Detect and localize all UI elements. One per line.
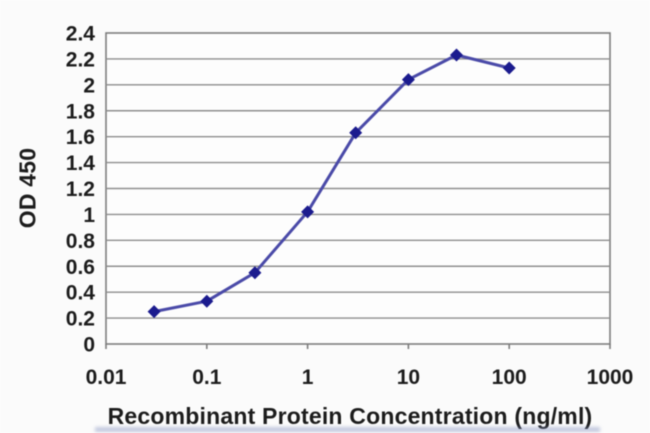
y-tick-label: 1.4 bbox=[66, 152, 96, 175]
y-tick-label: 0.6 bbox=[66, 256, 95, 279]
data-point-marker bbox=[349, 126, 363, 140]
y-tick-label: 2.4 bbox=[66, 23, 96, 46]
y-tick-label: 2 bbox=[83, 74, 95, 97]
data-point-marker bbox=[401, 73, 415, 87]
data-point-marker bbox=[449, 48, 463, 62]
x-tick-label: 100 bbox=[492, 366, 527, 389]
y-axis-title: OD 450 bbox=[14, 147, 41, 229]
data-point-marker bbox=[248, 266, 262, 280]
y-tick-label: 1 bbox=[83, 204, 95, 227]
x-tick-label: 1 bbox=[302, 366, 314, 389]
series-line bbox=[152, 53, 511, 314]
x-axis-title: Recombinant Protein Concentration (ng/ml… bbox=[107, 403, 593, 429]
x-tick-label: 0.1 bbox=[192, 366, 222, 389]
x-tick-label: 1000 bbox=[587, 366, 634, 389]
x-tick-label: 10 bbox=[397, 366, 420, 389]
y-tick-label: 1.6 bbox=[66, 126, 95, 149]
y-tick-label: 0 bbox=[83, 334, 95, 357]
y-tick-label: 0.2 bbox=[66, 308, 95, 331]
y-tick-label: 1.8 bbox=[66, 100, 96, 123]
x-tick-label: 0.01 bbox=[86, 366, 127, 389]
y-tick-label: 1.2 bbox=[66, 178, 95, 201]
cropped-text-artifact bbox=[95, 427, 600, 432]
data-point-marker bbox=[147, 305, 161, 319]
data-point-marker bbox=[301, 205, 315, 219]
data-point-marker bbox=[502, 61, 516, 75]
y-tick-label: 0.8 bbox=[66, 230, 96, 253]
y-tick-label: 2.2 bbox=[66, 48, 95, 71]
y-tick-label: 0.4 bbox=[66, 282, 96, 305]
data-point-marker bbox=[200, 294, 214, 308]
